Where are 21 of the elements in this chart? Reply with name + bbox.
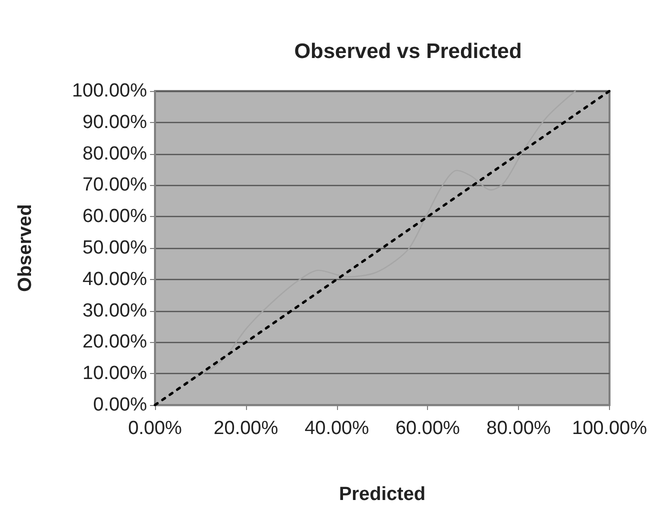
x-tick-label: 0.00% — [128, 418, 182, 439]
x-tick-label: 60.00% — [395, 418, 460, 439]
y-tick-label: 40.00% — [82, 268, 148, 290]
y-tick-label: 30.00% — [82, 300, 148, 322]
y-tick-label: 10.00% — [82, 363, 148, 384]
y-tick-label: 50.00% — [82, 238, 148, 258]
line-series — [185, 90, 576, 384]
x-tick-label: 20.00% — [214, 418, 278, 439]
y-axis-title: Observed — [15, 204, 36, 292]
x-tick-label: 40.00% — [304, 418, 370, 439]
y-tick-label: 90.00% — [82, 112, 148, 133]
y-tick-label: 60.00% — [82, 206, 148, 228]
x-tick-label: 100.00% — [572, 418, 648, 439]
y-tick-label: 20.00% — [82, 332, 148, 353]
chart-title: Observed vs Predicted — [294, 40, 522, 63]
y-tick-label: 70.00% — [82, 174, 148, 196]
x-axis-title: Predicted — [338, 484, 426, 505]
y-tick-label: 80.00% — [82, 143, 148, 164]
y-tick-label: 100.00% — [72, 80, 148, 102]
y-tick-label: 0.00% — [93, 394, 148, 416]
x-tick-label: 80.00% — [486, 418, 551, 439]
